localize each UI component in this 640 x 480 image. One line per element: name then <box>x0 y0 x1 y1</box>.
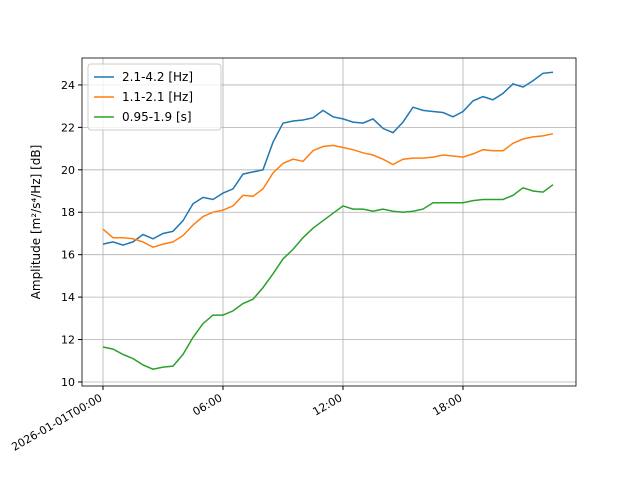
y-tick-label: 14 <box>61 291 75 304</box>
series-line <box>102 132 554 249</box>
plot-frame <box>81 57 577 387</box>
y-tick-label: 24 <box>61 79 75 92</box>
series-line <box>102 71 554 246</box>
x-tick-label: 06:00 <box>191 391 225 418</box>
legend-box <box>87 63 222 131</box>
y-tick-label: 22 <box>61 121 75 134</box>
legend-label: 1.1-2.1 [Hz] <box>122 90 193 104</box>
y-tick-label: 10 <box>61 376 75 389</box>
y-axis-label: Amplitude [m²/s⁴/Hz] [dB] <box>29 145 43 300</box>
series-line <box>102 184 554 370</box>
y-tick-label: 12 <box>61 334 75 347</box>
y-tick-label: 20 <box>61 164 75 177</box>
legend-label: 0.95-1.9 [s] <box>122 110 192 124</box>
x-tick-label: 18:00 <box>431 391 465 418</box>
y-tick-label: 18 <box>61 206 75 219</box>
x-tick-label: 12:00 <box>311 391 345 418</box>
x-tick-label: 2026-01-01T00:00 <box>9 391 104 453</box>
legend-label: 2.1-4.2 [Hz] <box>122 70 193 84</box>
y-tick-label: 16 <box>61 249 75 262</box>
